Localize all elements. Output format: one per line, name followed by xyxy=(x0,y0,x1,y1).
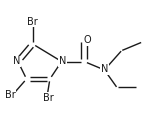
Text: Br: Br xyxy=(27,17,38,27)
Text: N: N xyxy=(101,64,108,74)
Text: N: N xyxy=(59,56,66,67)
Text: Br: Br xyxy=(5,90,16,100)
Text: Br: Br xyxy=(43,93,54,103)
Text: N: N xyxy=(14,56,21,67)
Text: O: O xyxy=(83,35,91,45)
